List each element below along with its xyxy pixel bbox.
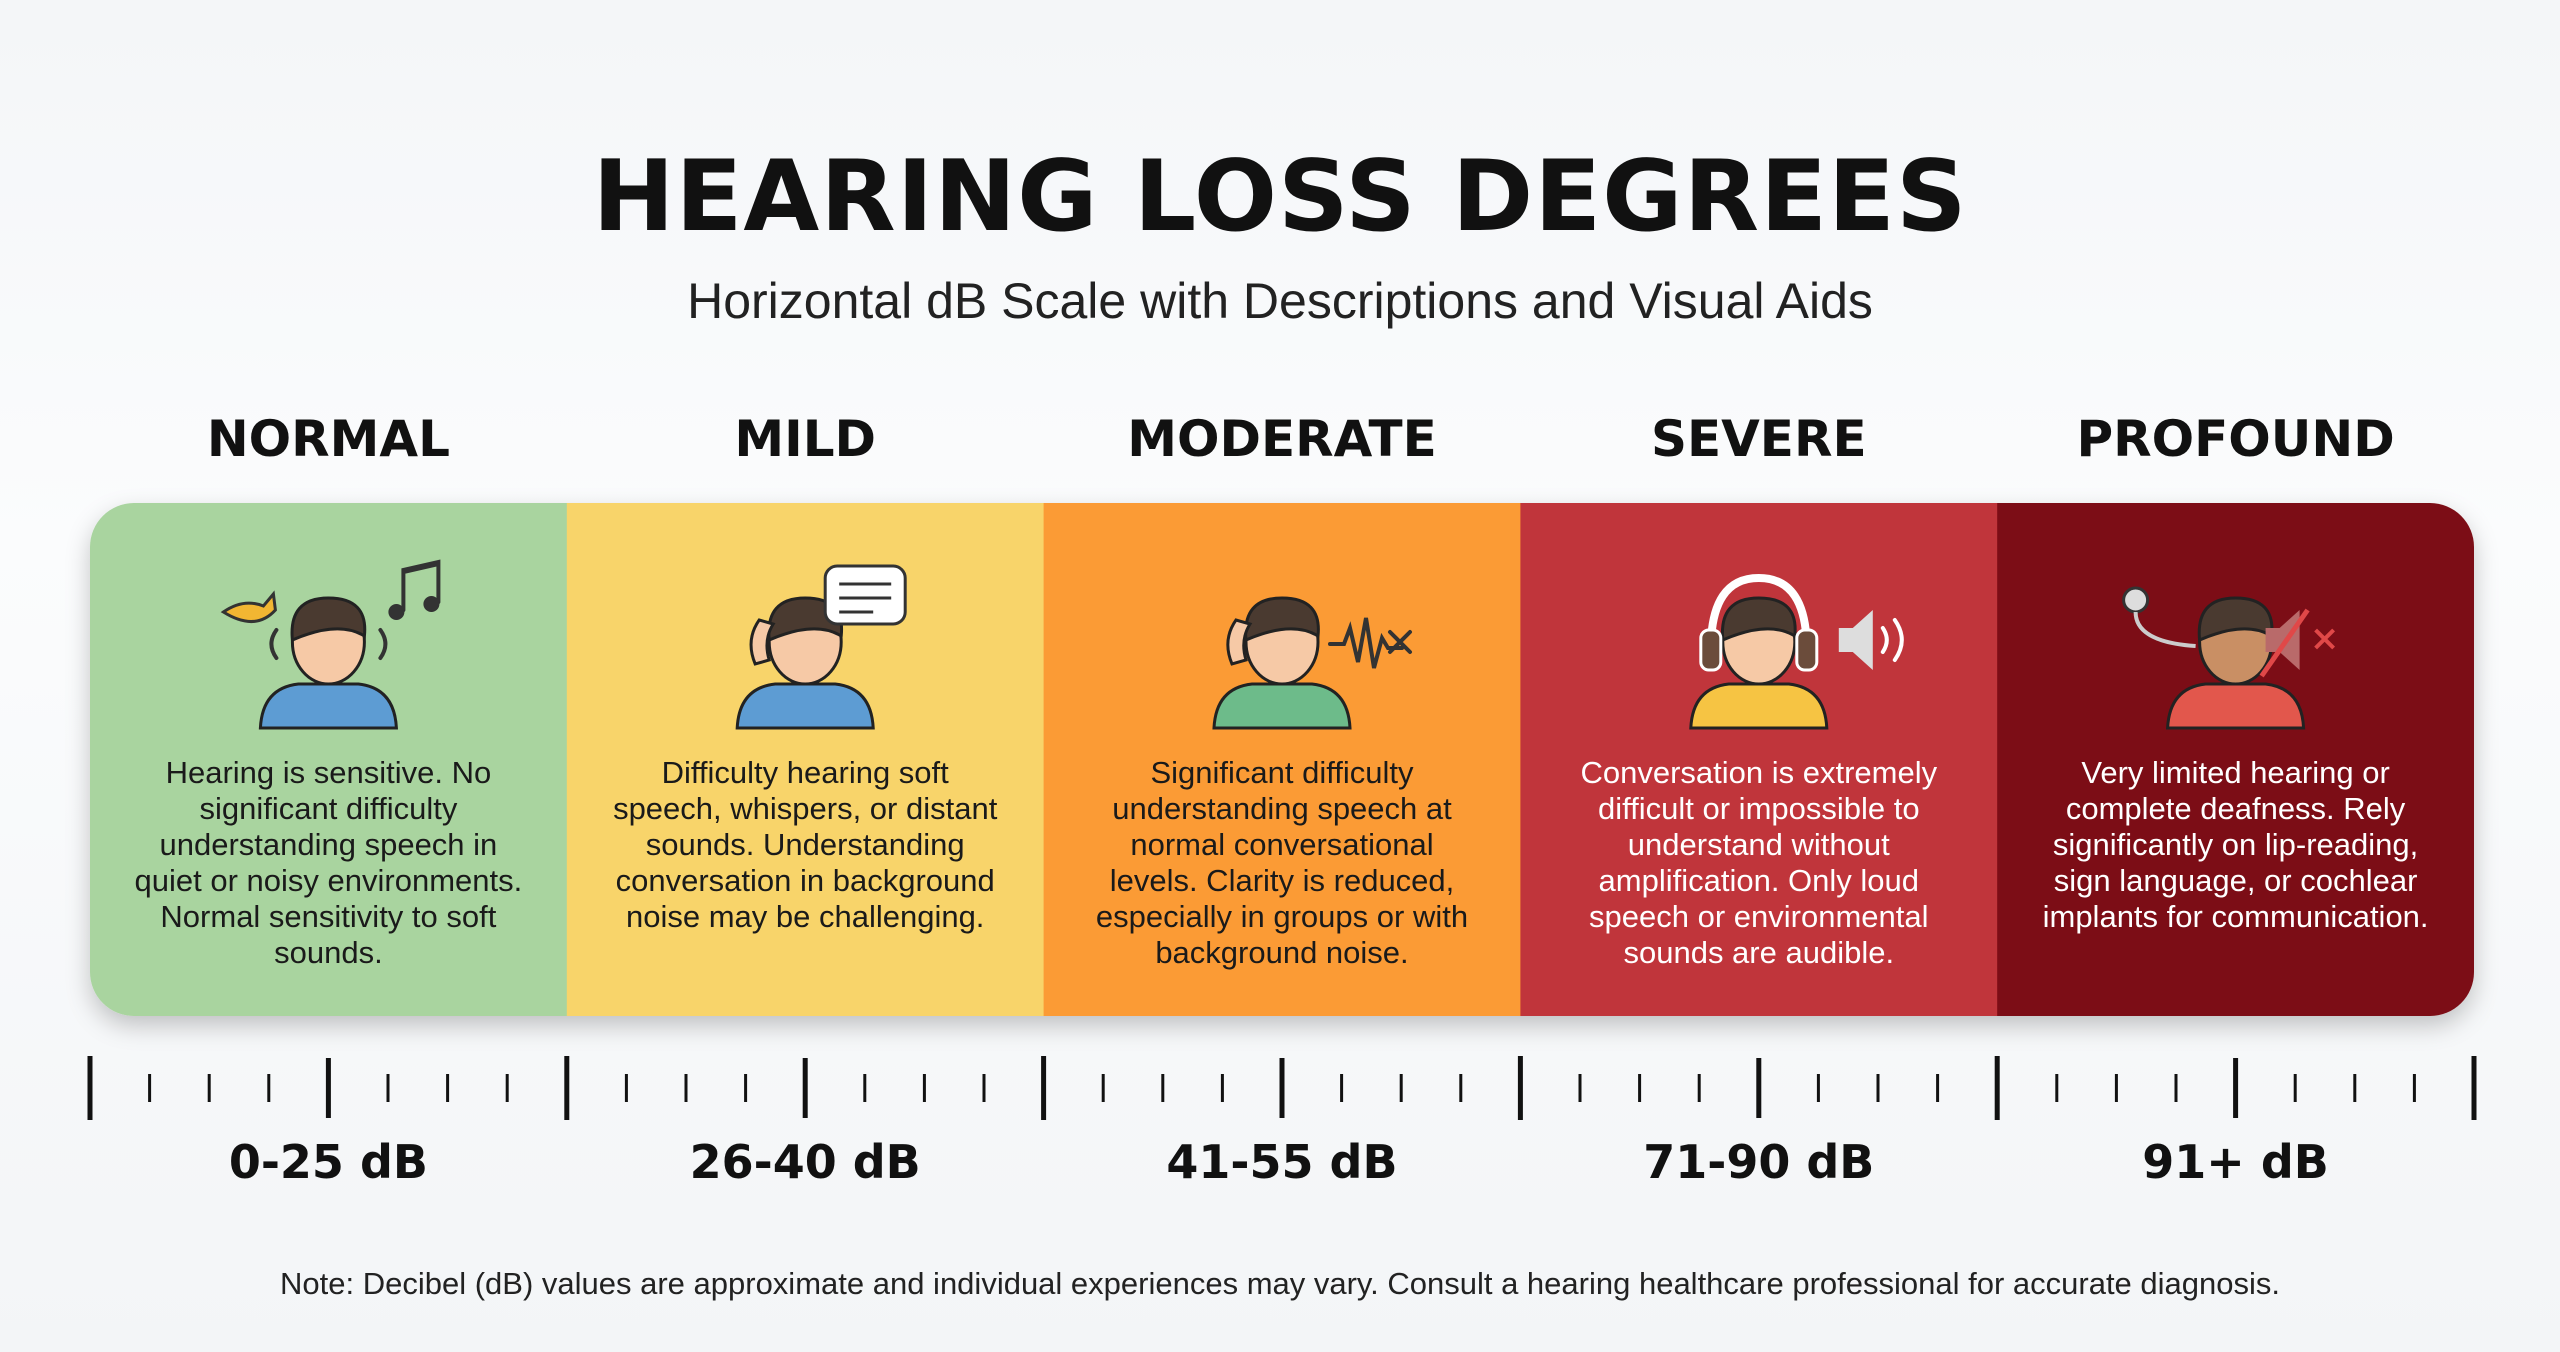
range-label: 41-55 dB [1166, 1135, 1398, 1189]
shirt [735, 682, 875, 730]
person-icon [1212, 596, 1412, 730]
person-icon [735, 564, 907, 730]
level-description: Very limited hearing or complete deafnes… [2042, 755, 2429, 934]
muted-speaker [2265, 610, 2300, 670]
speaker-waves [1880, 618, 1904, 662]
hair [1720, 596, 1797, 643]
note-head [423, 596, 440, 612]
implant-wire [2133, 611, 2196, 648]
person-icon [220, 559, 441, 730]
hair [1244, 596, 1320, 643]
mute-slash [2259, 608, 2310, 678]
subtitle: Horizontal dB Scale with Descriptions an… [687, 273, 1873, 329]
music-note [401, 559, 441, 612]
sound-waves [269, 628, 388, 660]
mute-cross [2314, 628, 2336, 650]
segment [90, 503, 568, 1016]
note: Note: Decibel (dB) values are approximat… [280, 1266, 2280, 1301]
range-label: 91+ dB [2142, 1135, 2329, 1189]
level-name: PROFOUND [2076, 410, 2395, 468]
icons [220, 559, 2336, 730]
person-icon [1689, 573, 1904, 730]
scale [87, 1056, 2477, 1120]
segment [1043, 503, 1522, 1016]
hand [749, 618, 776, 666]
range-label: 0-25 dB [228, 1135, 428, 1189]
range-label: 71-90 dB [1643, 1135, 1875, 1189]
bubble-lines [839, 582, 892, 614]
shirt [2166, 682, 2306, 730]
ear-cup [1699, 628, 1723, 672]
bird [220, 590, 277, 623]
band [90, 503, 2474, 1016]
shirt [258, 682, 398, 730]
segment [1997, 503, 2474, 1016]
implant [2122, 586, 2150, 614]
level-description: Conversation is extremely difficult or i… [1580, 755, 1938, 970]
range-label: 26-40 dB [689, 1135, 921, 1189]
level-name: MILD [734, 410, 877, 468]
level-description: Difficulty hearing soft speech, whispers… [613, 755, 998, 934]
cross [1388, 630, 1412, 654]
hair [290, 596, 367, 643]
level-name: SEVERE [1650, 410, 1867, 468]
level-description: Hearing is sensitive. No significant dif… [134, 755, 523, 970]
noise-wave [1328, 617, 1404, 669]
person-icon [2122, 586, 2336, 730]
speech-bubble [823, 564, 907, 626]
level-name: MODERATE [1127, 410, 1437, 468]
level-name: NORMAL [206, 410, 450, 468]
segment [1520, 503, 1999, 1016]
headphones [1706, 573, 1811, 651]
hand [1226, 618, 1253, 666]
shirt [1212, 682, 1352, 730]
level-description: Significant difficulty understanding spe… [1095, 755, 1469, 970]
shirt [1689, 682, 1829, 730]
ear-cup [1795, 628, 1819, 672]
hair [2197, 596, 2274, 643]
title: HEARING LOSS DEGREES [592, 140, 1968, 254]
segments [90, 503, 2474, 1016]
speaker [1838, 610, 1873, 670]
note-head [388, 604, 405, 620]
segment [566, 503, 1045, 1016]
